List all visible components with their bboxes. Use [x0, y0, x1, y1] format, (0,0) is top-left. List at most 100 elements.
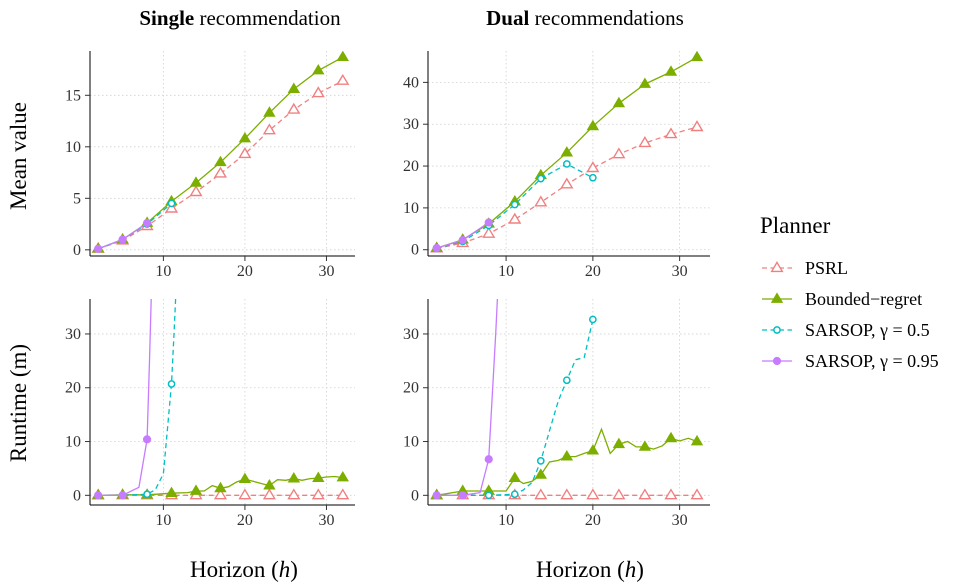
legend-marker [770, 292, 784, 303]
x-tick-label: 30 [672, 263, 688, 280]
legend-marker [770, 261, 784, 273]
data-point-psrl [586, 161, 600, 173]
data-point-psrl [690, 120, 704, 132]
data-point-sarsop-0-5 [484, 491, 493, 500]
x-tick-label: 30 [672, 512, 688, 529]
data-point-psrl [612, 147, 626, 159]
data-point-sarsop-0-5 [510, 490, 519, 499]
series-line-sarsop-0-95 [98, 299, 152, 496]
panel-title-dual-rest: recommendations [529, 6, 684, 30]
plot-area [91, 51, 350, 253]
data-point-psrl [336, 73, 350, 85]
data-point-bounded-regret [214, 155, 227, 167]
data-point-bounded-regret [508, 471, 521, 482]
data-point-psrl [164, 201, 179, 213]
y-tick-label: 30 [65, 326, 81, 343]
legend-marker [773, 326, 781, 334]
data-point-bounded-regret [638, 77, 652, 88]
legend-item: PSRL [762, 258, 848, 278]
data-point-psrl [238, 147, 252, 159]
y-tick-label: 0 [73, 487, 81, 504]
data-point-sarsop-0-95 [118, 235, 127, 244]
data-point-bounded-regret [612, 96, 626, 108]
data-point-psrl [336, 488, 350, 500]
x-tick-label: 30 [318, 263, 334, 280]
data-point-bounded-regret [312, 64, 325, 75]
x-tick-label: 20 [237, 512, 253, 529]
data-point-sarsop-0-5 [143, 490, 151, 499]
data-point-psrl [534, 488, 548, 500]
y-tick-label: 10 [403, 200, 419, 217]
data-point-bounded-regret [263, 479, 276, 490]
y-axis-title-top: Mean value [6, 102, 31, 210]
panel-title-single-rest: recommendation [194, 6, 341, 30]
y-tick-label: 20 [403, 380, 419, 397]
data-point-psrl [262, 488, 276, 500]
data-point-psrl [560, 488, 574, 500]
panels: 10 20 30 0 5 10 15 10 20 30 0 10 20 30 40 10 20 30 0 10 20 30… [65, 51, 710, 529]
data-point-bounded-regret [263, 106, 276, 117]
x-tick-label: 20 [585, 263, 601, 280]
data-point-sarsop-0-95 [484, 218, 493, 227]
x-tick-label: 10 [498, 263, 514, 280]
data-point-sarsop-0-5 [589, 315, 597, 324]
panel-title-dual-bold: Dual [486, 6, 529, 30]
data-point-sarsop-0-95 [118, 491, 127, 500]
y-tick-label: 20 [403, 158, 419, 175]
data-point-bounded-regret [612, 437, 626, 449]
legend-item: SARSOP, γ = 0.95 [762, 351, 939, 371]
data-point-psrl [287, 488, 301, 500]
legend-label: Bounded−regret [805, 289, 922, 309]
x-axis-title-right-main: Horizon ( [536, 557, 625, 582]
data-point-bounded-regret [664, 431, 678, 443]
data-point-sarsop-0-5 [536, 174, 545, 183]
y-tick-label: 30 [403, 116, 419, 133]
data-point-bounded-regret [214, 481, 227, 493]
legend-item: SARSOP, γ = 0.5 [762, 320, 930, 340]
plot-area [430, 299, 704, 500]
data-point-bounded-regret [165, 486, 178, 497]
data-point-bounded-regret [534, 468, 547, 479]
y-tick-label: 20 [65, 380, 81, 397]
panel-4: 10 20 30 0 10 20 30 [403, 299, 710, 529]
data-point-psrl [189, 185, 203, 197]
series-line-sarsop-0-5 [436, 319, 594, 496]
data-point-sarsop-0-95 [458, 491, 467, 500]
data-point-bounded-regret [638, 440, 652, 451]
x-axis-title-left: Horizon (h) [190, 557, 298, 582]
plot-area [430, 51, 704, 253]
data-point-sarsop-0-95 [94, 491, 103, 500]
data-point-bounded-regret [336, 471, 349, 482]
panel-title-dual: Dual recommendations [486, 6, 684, 30]
data-point-sarsop-0-95 [484, 455, 493, 464]
data-point-sarsop-0-5 [562, 376, 571, 385]
data-point-psrl [690, 488, 704, 500]
data-point-sarsop-0-5 [167, 199, 176, 208]
y-tick-label: 5 [73, 190, 81, 207]
legend-label: PSRL [805, 258, 848, 278]
data-point-bounded-regret [238, 472, 252, 483]
x-tick-label: 30 [318, 512, 334, 529]
x-axis-title-left-close: ) [290, 557, 298, 582]
y-tick-label: 10 [65, 139, 81, 156]
data-point-sarsop-0-5 [589, 173, 597, 182]
data-point-bounded-regret [690, 51, 704, 62]
data-point-psrl [560, 177, 574, 189]
data-point-bounded-regret [312, 471, 325, 482]
data-point-psrl [638, 488, 652, 500]
data-point-psrl [664, 127, 678, 139]
data-point-psrl [311, 488, 325, 500]
data-point-sarsop-0-5 [510, 200, 519, 209]
panel-1: 10 20 30 0 5 10 15 [65, 51, 355, 280]
data-point-sarsop-0-5 [536, 457, 545, 465]
legend-title: Planner [760, 213, 831, 238]
data-point-psrl [287, 102, 301, 114]
data-point-bounded-regret [586, 119, 600, 131]
data-point-psrl [508, 212, 522, 224]
series-line-bounded-regret [436, 427, 698, 496]
legend-label: SARSOP, γ = 0.95 [805, 351, 939, 371]
y-tick-label: 30 [403, 326, 419, 343]
x-axis-title-left-main: Horizon ( [190, 557, 279, 582]
data-point-psrl [213, 488, 228, 500]
